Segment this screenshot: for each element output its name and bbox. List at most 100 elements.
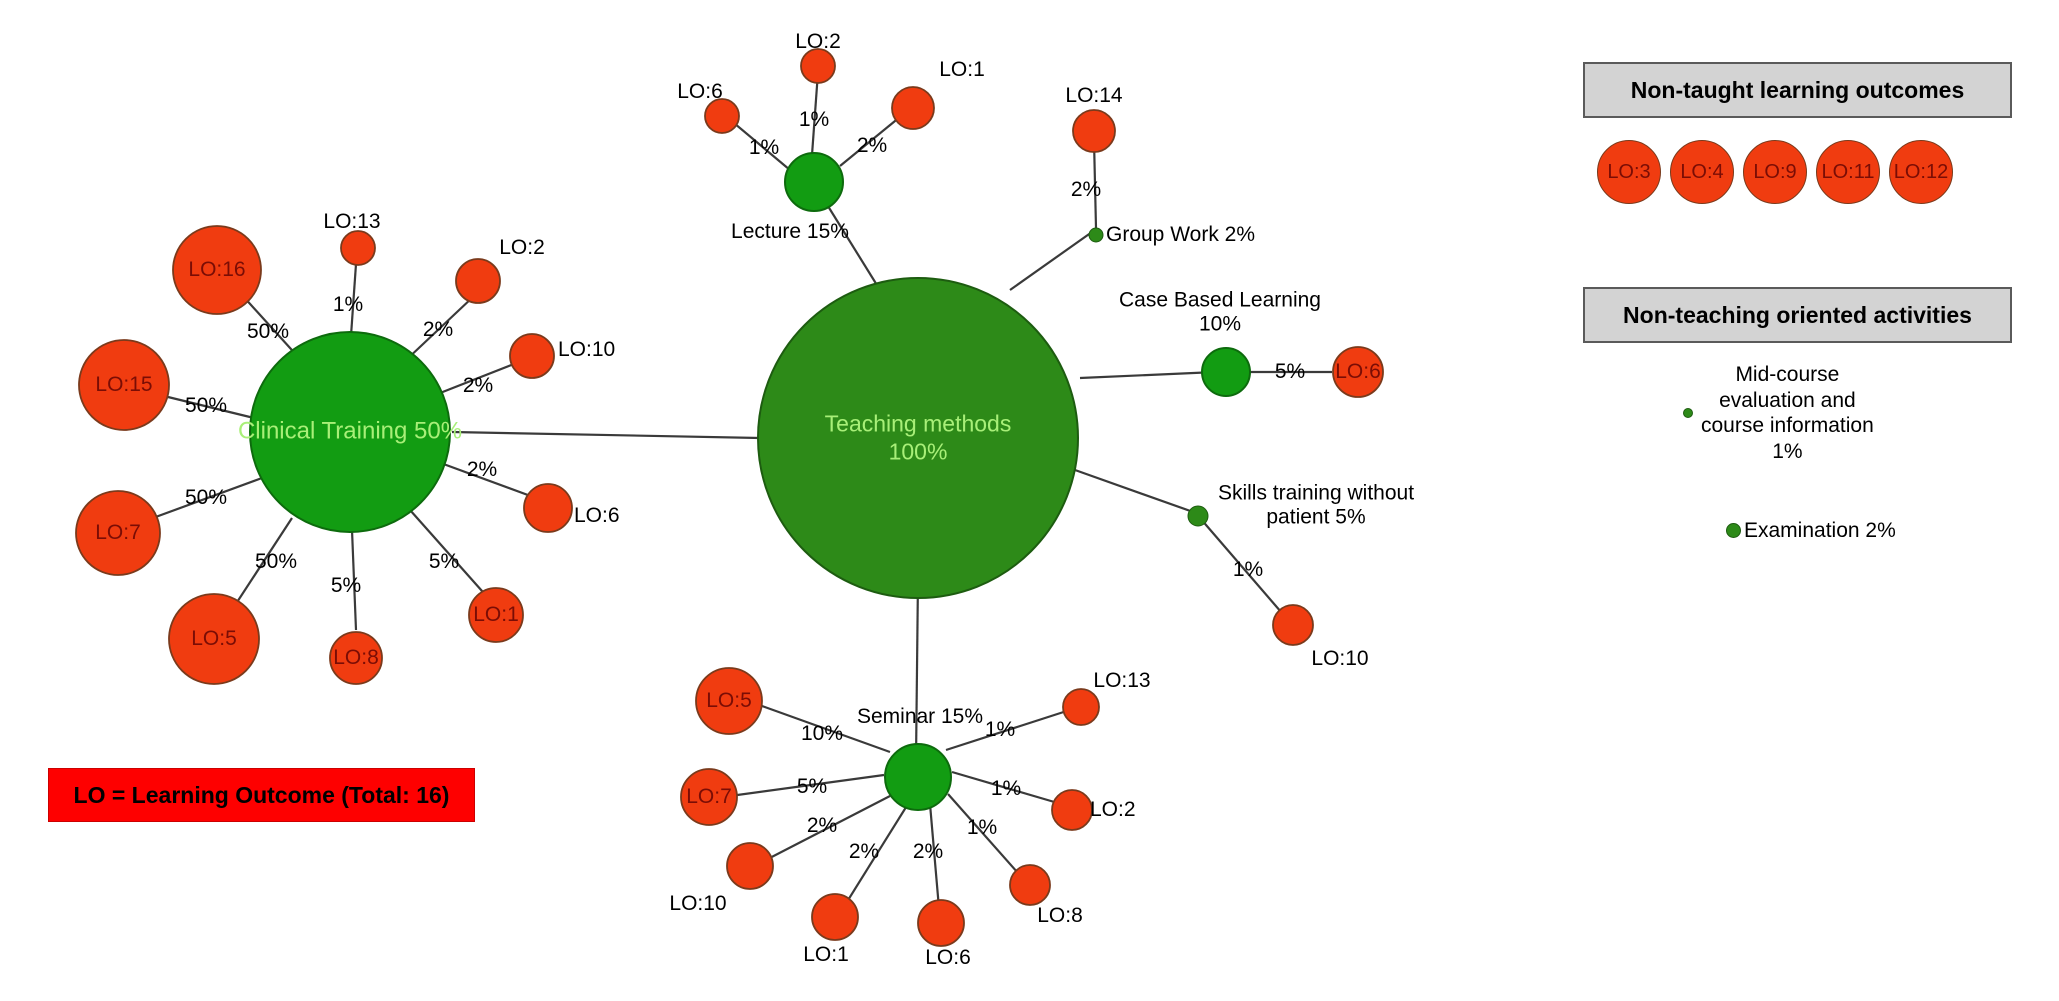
node-teaching-methods[interactable] xyxy=(757,277,1079,599)
edge-seminar-lo5 xyxy=(761,704,891,754)
edgelabel-clinical-lo6: 2% xyxy=(466,458,498,481)
chip-lo12[interactable]: LO:12 xyxy=(1889,140,1953,204)
node-lecture[interactable] xyxy=(784,152,844,212)
node-layer xyxy=(75,48,1384,947)
activity-label-midcourse: Mid-course evaluation and course informa… xyxy=(1701,363,1874,463)
edgelabel-groupwork-lo14: 2% xyxy=(1070,178,1102,201)
edge-seminar-lo13 xyxy=(945,706,1077,752)
edgelabel-seminar-lo10: 2% xyxy=(806,814,838,837)
node-lo1-seminar[interactable] xyxy=(811,893,859,941)
edge-lecture-lo6 xyxy=(727,117,791,171)
node-lo5-clinical[interactable] xyxy=(168,593,260,685)
node-lo5-seminar[interactable] xyxy=(695,667,763,735)
label-group-work: Group Work 2% xyxy=(1106,223,1255,247)
node-lo7-clinical[interactable] xyxy=(75,490,161,576)
label-lecture: Lecture 15% xyxy=(731,220,849,244)
node-lo6-clinical[interactable] xyxy=(523,483,573,533)
edge-seminar-lo7 xyxy=(729,773,885,798)
node-lo15-clinical[interactable] xyxy=(78,339,170,431)
edge-teaching-groupwork xyxy=(1009,231,1093,291)
edge-seminar-lo8 xyxy=(947,793,1027,883)
node-case-based-learning[interactable] xyxy=(1201,347,1251,397)
edgelabel-lecture-lo1: 2% xyxy=(856,134,888,157)
node-lo10-skills[interactable] xyxy=(1272,604,1314,646)
node-lo13-clinical[interactable] xyxy=(340,230,376,266)
edgelabel-lecture-lo2: 1% xyxy=(798,108,830,131)
edge-teaching-skills xyxy=(1074,468,1197,515)
edgelabel-clinical-lo2: 2% xyxy=(422,318,454,341)
legend-non-taught-chips: LO:3 LO:4 LO:9 LO:11 LO:12 xyxy=(1597,140,1953,204)
label-skills-training: Skills training without patient 5% xyxy=(1217,481,1415,528)
node-lo14-groupwork[interactable] xyxy=(1072,109,1116,153)
edgelabel-clinical-lo15: 50% xyxy=(184,394,228,417)
edge-clinical-lo7 xyxy=(141,476,263,524)
edge-seminar-lo1 xyxy=(839,803,909,914)
label-seminar: Seminar 15% xyxy=(856,705,984,729)
label-lo8-seminar: LO:8 xyxy=(1037,904,1083,928)
edge-teaching-clinical xyxy=(451,430,761,440)
edgelabel-clinical-lo10: 2% xyxy=(462,374,494,397)
node-lo10-seminar[interactable] xyxy=(726,842,774,890)
node-lo10-clinical[interactable] xyxy=(509,333,555,379)
node-lo6-cbl[interactable] xyxy=(1332,346,1384,398)
edge-lecture-lo1 xyxy=(839,111,907,167)
activity-label-examination: Examination 2% xyxy=(1744,519,1896,542)
edge-seminar-lo2 xyxy=(951,770,1069,808)
node-group-work[interactable] xyxy=(1088,227,1104,243)
label-lo6-clinical: LO:6 xyxy=(574,504,620,528)
label-lo13-clinical: LO:13 xyxy=(323,210,381,234)
edgelabel-seminar-lo13: 1% xyxy=(984,718,1016,741)
edge-skills-lo10 xyxy=(1199,517,1289,621)
chip-lo4[interactable]: LO:4 xyxy=(1670,140,1734,204)
edge-clinical-lo8 xyxy=(350,529,358,631)
edgelabel-clinical-lo8: 5% xyxy=(330,574,362,597)
edgelabel-seminar-lo8: 1% xyxy=(966,816,998,839)
edgelabel-clinical-lo13: 1% xyxy=(332,293,364,316)
node-lo8-seminar[interactable] xyxy=(1009,864,1051,906)
edgelabel-seminar-lo6: 2% xyxy=(912,840,944,863)
node-skills-training[interactable] xyxy=(1187,505,1209,527)
edgelabel-seminar-lo5: 10% xyxy=(800,722,844,745)
edgelabel-clinical-lo5: 50% xyxy=(254,550,298,573)
node-clinical-training[interactable] xyxy=(249,331,451,533)
learning-outcome-key: LO = Learning Outcome (Total: 16) xyxy=(48,768,475,822)
node-lo13-seminar[interactable] xyxy=(1062,688,1100,726)
node-lo2-lecture[interactable] xyxy=(800,48,836,84)
label-lo1-seminar: LO:1 xyxy=(803,943,849,967)
edge-teaching-seminar xyxy=(914,577,920,761)
edge-clinical-lo6 xyxy=(437,460,537,500)
chip-lo11[interactable]: LO:11 xyxy=(1816,140,1880,204)
edge-clinical-lo1 xyxy=(409,509,491,601)
node-lo8-clinical[interactable] xyxy=(329,631,383,685)
edge-clinical-lo2 xyxy=(403,295,475,363)
label-lo1-lecture: LO:1 xyxy=(939,58,985,82)
edgelabel-lecture-lo6: 1% xyxy=(748,136,780,159)
chip-lo3[interactable]: LO:3 xyxy=(1597,140,1661,204)
edge-groupwork-lo14 xyxy=(1092,139,1098,229)
node-lo1-clinical[interactable] xyxy=(468,587,524,643)
node-seminar[interactable] xyxy=(884,743,952,811)
activity-dot-icon-examination xyxy=(1726,523,1741,539)
node-lo6-seminar[interactable] xyxy=(917,899,965,947)
node-lo1-lecture[interactable] xyxy=(891,86,935,130)
label-lo6-seminar: LO:6 xyxy=(925,946,971,970)
edgelabel-skills-lo10: 1% xyxy=(1232,558,1264,581)
edgelabel-cbl-lo6: 5% xyxy=(1274,360,1306,383)
edge-clinical-lo5 xyxy=(227,517,293,617)
label-lo13-seminar: LO:13 xyxy=(1093,669,1151,693)
activity-dot-icon-midcourse xyxy=(1683,408,1693,419)
edgelabel-clinical-lo16: 50% xyxy=(246,320,290,343)
label-lo2-lecture: LO:2 xyxy=(795,30,841,54)
node-lo6-lecture[interactable] xyxy=(704,98,740,134)
label-case-based-learning: Case Based Learning 10% xyxy=(1119,288,1321,335)
edgelabel-clinical-lo7: 50% xyxy=(184,486,228,509)
node-lo2-clinical[interactable] xyxy=(455,258,501,304)
node-lo16-clinical[interactable] xyxy=(172,225,262,315)
node-lo7-seminar[interactable] xyxy=(680,768,738,826)
edge-layer xyxy=(141,71,1332,921)
label-lo6-lecture: LO:6 xyxy=(677,80,723,104)
legend-activities-header: Non-teaching oriented activities xyxy=(1583,287,2012,343)
chip-lo9[interactable]: LO:9 xyxy=(1743,140,1807,204)
node-lo2-seminar[interactable] xyxy=(1051,789,1093,831)
label-lo10-clinical: LO:10 xyxy=(558,338,616,362)
